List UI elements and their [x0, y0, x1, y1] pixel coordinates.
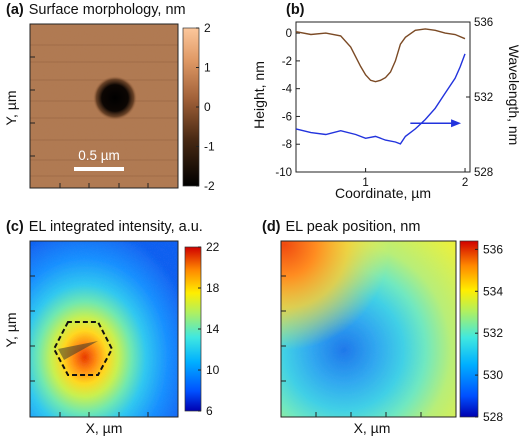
colorbar-d-ticks: 536 534 532 530 528: [475, 242, 503, 424]
scale-bar-label: 0.5 µm: [78, 148, 120, 163]
panel-b-frame: [295, 21, 471, 173]
colorbar-d-tick-label: 532: [483, 326, 503, 340]
y-tick-label: -10: [275, 167, 292, 179]
y-tick-label: 0: [286, 28, 292, 40]
colorbar-d-gradient: [459, 240, 479, 418]
y-tick-label: -6: [282, 111, 292, 123]
y2-tick-label: 536: [474, 17, 493, 29]
panel-a-ticks: [30, 56, 149, 188]
y2-tick-label: 528: [474, 167, 493, 179]
panel-a-frame: [29, 23, 179, 189]
panel-d-map: [280, 240, 457, 418]
height-profile-line: [295, 28, 466, 83]
colorbar-a-tick-label: 1: [204, 61, 211, 75]
colorbar-a-tick-label: -1: [204, 140, 215, 154]
panel-c-map: [29, 240, 179, 418]
y-tick-label: -4: [282, 84, 293, 96]
colorbar-c-tick-label: 6: [206, 404, 213, 418]
panel-a-ylabel: Y, µm: [3, 90, 19, 125]
colorbar-c-ticks: 22 18 14 10 6: [198, 240, 220, 418]
colorbar-c-tick-label: 14: [206, 322, 220, 336]
panel-c-xlabel: X, µm: [86, 420, 123, 436]
panel-d-title: (d) EL peak position, nm: [262, 219, 420, 235]
colorbar-c: 22 18 14 10 6: [184, 240, 220, 418]
panel-c-letter: (c): [6, 219, 24, 235]
colorbar-a-tick-label: 0: [204, 100, 211, 114]
panel-b: (b) 0 -2 -4 -6 -8 -10 536 532 528 1 2 Height, nm W…: [251, 2, 520, 201]
panel-d-letter: (d): [262, 219, 281, 235]
colorbar-d-tick-label: 528: [483, 410, 503, 424]
scale-bar-line: [74, 167, 124, 171]
panel-a-title-text: Surface morphology, nm: [29, 2, 186, 18]
colorbar-c-tick-label: 18: [206, 281, 220, 295]
panel-d: (d) EL peak position, nm X, µm 5365345325…: [262, 219, 503, 436]
panel-b-letter: (b): [286, 2, 305, 18]
colorbar-d-tick-label: 536: [483, 242, 503, 256]
panel-a-letter: (a): [6, 2, 24, 18]
wavelength-profile-line: [295, 53, 466, 145]
panel-d-xlabel: X, µm: [354, 420, 391, 436]
panel-b-xlabel: Coordinate, µm: [335, 185, 431, 201]
intensity-map: [30, 241, 178, 417]
panel-c-ticks: [30, 275, 149, 417]
panel-b-ylabel: Height, nm: [251, 61, 267, 129]
colorbar-d: 536 534 532 530 528: [459, 240, 503, 424]
colorbar-a-tick-label: -2: [204, 179, 215, 193]
panel-d-ticks: [281, 275, 422, 417]
colorbar-a: 2 1 0 -1 -2: [182, 21, 215, 193]
axis-arrow-head: [451, 119, 462, 128]
colorbar-c-tick-label: 22: [206, 240, 220, 254]
panel-b-y2label: Wavelength, nm: [506, 45, 520, 146]
y2-tick-label: 532: [474, 92, 493, 104]
colorbar-c-tick-label: 10: [206, 363, 220, 377]
y-tick-label: -2: [282, 56, 292, 68]
panel-c-frame: [29, 240, 179, 418]
panel-c: (c) EL integrated intensity, a.u. Y, µm X…: [3, 219, 220, 436]
panel-c-ylabel: Y, µm: [3, 312, 19, 347]
hexagon-outline: [52, 321, 114, 376]
scale-bar: 0.5 µm: [74, 148, 124, 171]
panel-c-title: (c) EL integrated intensity, a.u.: [6, 219, 203, 235]
peak-position-hot-corner: [281, 241, 456, 417]
hexagon-wedge: [58, 341, 98, 360]
panel-a-title: (a) Surface morphology, nm: [6, 2, 186, 18]
surface-pit: [93, 76, 137, 120]
panel-a: (a) Surface morphology, nm Y, µm 0.5 µm: [3, 2, 215, 193]
colorbar-a-tick-label: 2: [204, 21, 211, 35]
panel-a-map: [29, 23, 179, 189]
panel-d-frame: [280, 240, 457, 418]
panel-d-title-text: EL peak position, nm: [286, 219, 421, 235]
colorbar-d-tick-label: 534: [483, 284, 503, 298]
x-tick-label: 2: [462, 177, 468, 189]
y-tick-label: -8: [282, 139, 292, 151]
colorbar-d-tick-label: 530: [483, 368, 503, 382]
x-tick-label: 1: [362, 177, 368, 189]
panel-c-title-text: EL integrated intensity, a.u.: [29, 219, 203, 235]
colorbar-a-ticks: 2 1 0 -1 -2: [196, 21, 215, 193]
panel-b-plot: 0 -2 -4 -6 -8 -10 536 532 528 1 2: [275, 17, 493, 189]
